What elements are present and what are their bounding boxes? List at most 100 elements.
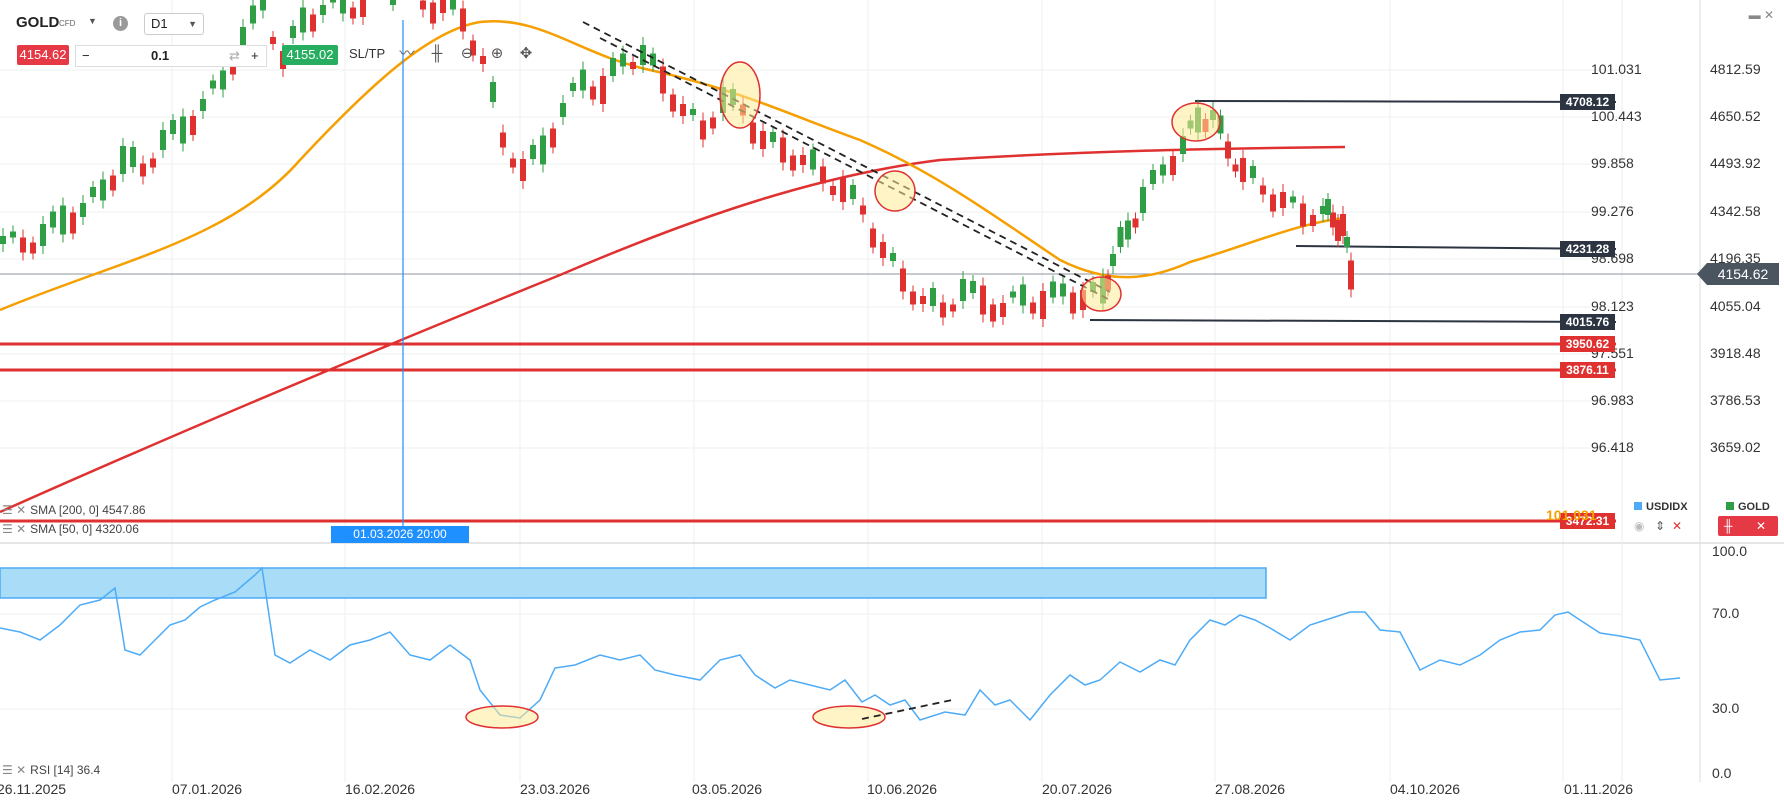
price-tick: 4342.58 — [1710, 203, 1761, 219]
timeframe-value: D1 — [151, 16, 168, 31]
rsi-label: RSI [14] 36.4 — [30, 763, 101, 777]
candle — [360, 0, 366, 17]
candle — [1040, 291, 1046, 319]
candle — [1340, 214, 1346, 236]
candle — [990, 304, 996, 322]
price-tick: 3659.02 — [1710, 439, 1761, 455]
candle — [520, 159, 526, 181]
level-badge[interactable]: 3876.11 — [1560, 362, 1615, 378]
reorder-icon[interactable]: ⇕ — [1655, 519, 1666, 533]
current-price-label: 4154.62 — [1697, 263, 1779, 285]
candle — [880, 242, 886, 258]
sma50-legend[interactable]: ☰ ✕ SMA [50, 0] 4320.06 — [2, 522, 139, 536]
close-icon[interactable]: ✕ — [1672, 519, 1683, 533]
level-badge[interactable]: 3950.62 — [1560, 336, 1615, 352]
sltp-button[interactable]: SL/TP — [349, 46, 386, 61]
candle — [490, 82, 496, 102]
price-tick: 4493.92 — [1710, 155, 1761, 171]
candle — [1260, 185, 1266, 195]
settings-icon[interactable]: ☰ ✕ — [2, 763, 27, 777]
quantity-input[interactable]: 0.1 — [151, 48, 170, 63]
price-tick: 3918.48 — [1710, 345, 1761, 361]
candle — [560, 103, 566, 117]
settings-icon[interactable]: ☰ ✕ — [2, 522, 27, 536]
candle — [750, 122, 756, 144]
level-badge[interactable]: 4015.76 — [1560, 314, 1615, 330]
candle — [270, 37, 276, 44]
candle — [430, 2, 436, 24]
info-icon[interactable]: i — [113, 16, 128, 31]
zoom-in-icon[interactable]: ⊕ — [490, 45, 504, 62]
candle — [640, 45, 646, 65]
candle — [1050, 281, 1056, 298]
highlight-ellipse — [1171, 102, 1221, 142]
candles-icon[interactable]: ╫ — [431, 45, 443, 62]
candle — [710, 117, 716, 129]
candle — [760, 131, 766, 149]
gold-series-controls[interactable]: ╫ ✕ — [1718, 516, 1778, 536]
minimize-icon[interactable]: ▬ — [1748, 8, 1761, 22]
date-tick: 07.01.2026 — [172, 781, 243, 797]
eye-icon[interactable]: ◉ — [1634, 519, 1645, 533]
increase-button[interactable]: + — [251, 48, 259, 63]
candle — [850, 185, 856, 199]
sell-button[interactable]: 4154.62 — [17, 45, 69, 65]
candle — [1070, 292, 1076, 314]
quantity-stepper[interactable]: − 0.1 ⇄ + — [75, 45, 267, 67]
level-badge[interactable]: 3472.31 — [1560, 513, 1615, 529]
level-badge[interactable]: 4708.12 — [1560, 94, 1615, 110]
candles-icon[interactable]: ╫ — [1724, 519, 1733, 533]
chevron-down-icon[interactable]: ▼ — [88, 16, 97, 26]
usdidx-legend[interactable]: USDIDX — [1634, 501, 1688, 513]
rsi-tick: 70.0 — [1712, 605, 1740, 621]
candle — [1140, 187, 1146, 213]
buy-button[interactable]: 4155.02 — [282, 45, 338, 65]
sma200-label: SMA [200, 0] 4547.86 — [30, 503, 146, 517]
candle — [580, 69, 586, 91]
candle — [40, 224, 46, 246]
instrument-symbol[interactable]: GOLD — [16, 14, 60, 31]
sma200-legend[interactable]: ☰ ✕ SMA [200, 0] 4547.86 — [2, 503, 146, 517]
toolbar: GOLD CFD ▼ i D1 ▼ 4154.62 − 0.1 ⇄ + 4155… — [0, 0, 600, 72]
candle — [440, 0, 446, 13]
sma50-label: SMA [50, 0] 4320.06 — [30, 522, 139, 536]
close-icon[interactable]: ✕ — [1756, 519, 1767, 533]
trend-line-dashed — [599, 37, 1111, 301]
candle — [910, 291, 916, 305]
usdidx-tick: 98.123 — [1591, 298, 1634, 314]
candle — [690, 109, 696, 115]
gold-legend-label: GOLD — [1738, 501, 1770, 513]
candle — [1330, 212, 1336, 228]
candle — [680, 104, 686, 116]
pan-icon[interactable]: ✥ — [519, 45, 533, 62]
date-tick: 10.06.2026 — [867, 781, 938, 797]
usdidx-swatch — [1634, 502, 1642, 510]
candle — [700, 120, 706, 140]
candle — [820, 166, 826, 184]
candle — [780, 137, 786, 163]
highlight-ellipse — [465, 705, 539, 729]
settings-icon[interactable]: ☰ ✕ — [2, 503, 27, 517]
candle — [670, 94, 676, 112]
candle — [330, 0, 336, 3]
candle — [80, 203, 86, 217]
candle — [770, 132, 776, 142]
candle — [1117, 227, 1124, 247]
candle — [420, 0, 426, 10]
usdidx-tick: 99.858 — [1591, 155, 1634, 171]
swap-icon[interactable]: ⇄ — [229, 48, 240, 63]
sma50-line — [0, 19, 1347, 312]
close-icon[interactable]: ✕ — [1763, 8, 1774, 22]
rsi-tick: 100.0 — [1712, 543, 1748, 559]
price-tick: 4812.59 — [1710, 61, 1761, 77]
highlight-ellipse — [719, 61, 761, 129]
line-chart-icon[interactable]: 〰 — [399, 45, 415, 62]
zoom-out-icon[interactable]: ⊖ — [460, 45, 474, 62]
candle — [70, 212, 76, 234]
rsi-legend[interactable]: ☰ ✕ RSI [14] 36.4 — [2, 763, 100, 777]
timeframe-select[interactable]: D1 ▼ — [144, 13, 204, 35]
level-badge[interactable]: 4231.28 — [1560, 241, 1615, 257]
decrease-button[interactable]: − — [82, 48, 90, 63]
gold-legend[interactable]: GOLD — [1726, 501, 1770, 513]
